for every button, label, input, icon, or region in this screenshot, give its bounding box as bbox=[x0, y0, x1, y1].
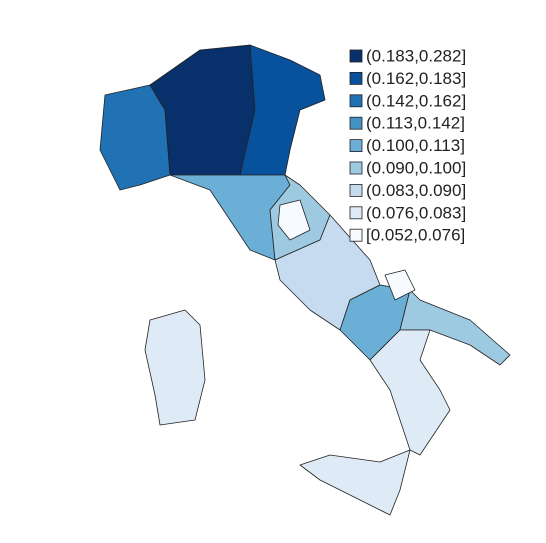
legend-swatch bbox=[349, 228, 363, 242]
legend-label: (0.183,0.282] bbox=[366, 46, 466, 65]
legend-label: (0.100,0.113] bbox=[366, 136, 465, 155]
region bbox=[299, 449, 411, 516]
legend-swatch bbox=[349, 116, 363, 130]
legend-swatch bbox=[349, 94, 363, 108]
legend-label: (0.090,0.100] bbox=[366, 158, 466, 177]
region bbox=[239, 44, 326, 176]
legend-label: [0.052,0.076] bbox=[366, 226, 465, 245]
legend: (0.183,0.282] (0.162,0.183] (0.142,0.162] (… bbox=[349, 46, 466, 245]
region bbox=[144, 309, 206, 426]
legend-label: (0.083,0.090] bbox=[366, 181, 466, 200]
italy-map bbox=[99, 44, 511, 516]
legend-label: (0.113,0.142] bbox=[366, 114, 465, 133]
legend-label: (0.076,0.083] bbox=[366, 203, 466, 222]
legend-swatch bbox=[349, 139, 363, 153]
region bbox=[277, 199, 311, 241]
legend-swatch bbox=[349, 183, 363, 197]
legend-label: (0.162,0.183] bbox=[366, 69, 466, 88]
legend-swatch bbox=[349, 72, 363, 85]
legend-swatch bbox=[349, 161, 363, 175]
region bbox=[369, 329, 451, 456]
legend-label: (0.142,0.162] bbox=[366, 91, 466, 110]
legend-swatch bbox=[349, 206, 363, 220]
region bbox=[384, 269, 416, 301]
legend-swatch bbox=[349, 49, 363, 63]
